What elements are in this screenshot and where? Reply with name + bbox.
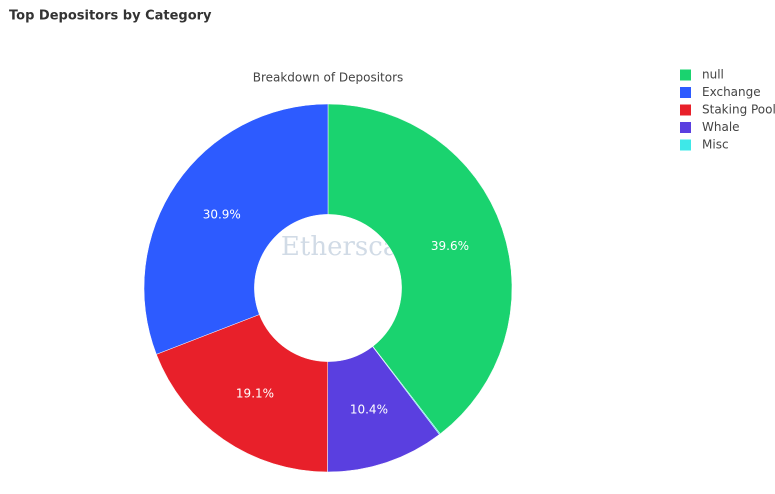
slice: [156, 314, 329, 473]
slice-label: 10.4%: [350, 403, 388, 417]
slice: [327, 103, 513, 435]
legend-swatch[interactable]: [680, 69, 691, 81]
legend-label[interactable]: Whale: [702, 120, 740, 134]
legend-label[interactable]: null: [702, 68, 724, 82]
slice-label: 39.6%: [431, 239, 469, 253]
chart-title: Breakdown of Depositors: [253, 71, 404, 85]
legend-label[interactable]: Exchange: [702, 85, 761, 99]
slice: [143, 103, 329, 355]
legend-swatch[interactable]: [680, 87, 691, 98]
page-title: Top Depositors by Category: [9, 9, 212, 24]
legend-label[interactable]: Staking Pool: [702, 103, 775, 117]
slice-label: 19.1%: [236, 387, 274, 401]
legend-swatch[interactable]: [680, 104, 691, 116]
legend-swatch[interactable]: [680, 122, 691, 133]
legend-label[interactable]: Misc: [702, 138, 729, 152]
slice-label: 30.9%: [203, 208, 241, 222]
legend-swatch[interactable]: [680, 139, 691, 151]
